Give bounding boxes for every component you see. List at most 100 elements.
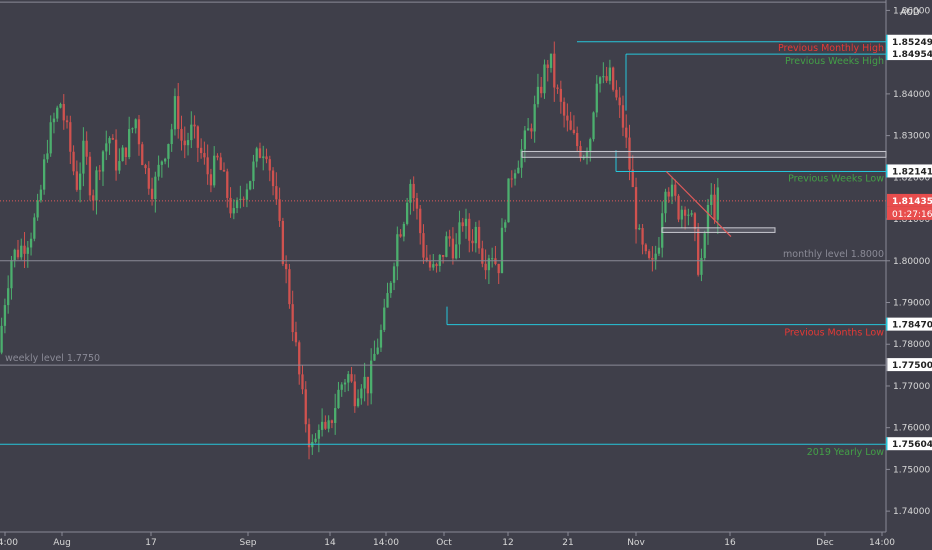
candle-body (108, 138, 111, 144)
x-tick-label: Sep (240, 538, 257, 548)
previous-monthly-high-price-badge[interactable] (887, 34, 932, 48)
candle-body (556, 87, 559, 89)
y-tick-label: 1.81000 (893, 215, 930, 225)
candle-body (520, 149, 523, 168)
price-axis-background[interactable] (886, 0, 932, 550)
candle-body (576, 133, 579, 147)
weekly-level-annotation: weekly level 1.7750 (5, 353, 100, 364)
candle-body (566, 115, 569, 121)
previous-weeks-high-price-badge[interactable] (887, 47, 932, 61)
x-tick-label: Dec (816, 538, 833, 548)
previous-months-low-price-label: 1.78470 (892, 321, 932, 331)
countdown-badge (887, 206, 932, 220)
previous-months-low-price-badge[interactable] (887, 317, 932, 331)
previous-months-low-badge-edge (886, 317, 888, 331)
candle-body (10, 260, 13, 289)
plot-background (0, 0, 886, 532)
candle-body (461, 222, 464, 227)
zone-rect[interactable] (661, 227, 776, 233)
candle-body (39, 189, 43, 201)
previous-monthly-high-badge-edge (886, 34, 888, 48)
candle-body (150, 188, 154, 199)
y-tick-label: 1.84000 (893, 90, 930, 100)
weekly-level-price-label: 1.77500 (892, 361, 932, 371)
candle-body (52, 118, 56, 123)
candle-body (484, 263, 487, 271)
candle-body (196, 126, 199, 148)
yearly-low-2019-price-badge[interactable] (887, 437, 932, 451)
candle-body (23, 245, 26, 254)
previous-monthly-high-price-label: 1.85249 (892, 38, 932, 48)
candle-body (402, 223, 406, 237)
current-price-label: 1.81435 (892, 197, 932, 207)
candle-body (481, 248, 484, 264)
y-tick-label: 1.79000 (893, 299, 930, 309)
y-tick-label: 1.82000 (893, 173, 930, 183)
y-tick-label: 1.75000 (893, 465, 930, 475)
candle-body (98, 170, 101, 172)
candle-body (46, 153, 49, 160)
candle-body (160, 161, 164, 165)
candle-body (598, 77, 602, 84)
candle-body (526, 128, 530, 131)
candle-body (373, 353, 376, 361)
current-price-badge[interactable] (887, 193, 932, 207)
candle-body (491, 258, 494, 260)
yearly-low-2019-annotation: 2019 Yearly Low (807, 447, 885, 458)
candle-body (350, 374, 353, 382)
candle-body (284, 263, 288, 270)
x-tick-label: 14:00 (373, 538, 399, 548)
monthly-level-annotation: monthly level 1.8000 (783, 249, 884, 260)
candle-body (7, 288, 10, 306)
candle-body (262, 156, 265, 158)
candle-body (170, 129, 173, 145)
weekly-level-price-badge[interactable] (887, 358, 932, 372)
candle-body (602, 76, 605, 78)
zone-rect[interactable] (521, 150, 887, 158)
candle-body (199, 147, 203, 154)
candle-body (647, 251, 651, 258)
previous-weeks-low-price-badge[interactable] (887, 164, 932, 178)
candle-body (674, 184, 677, 196)
candle-body (20, 245, 23, 258)
candle-body (634, 187, 638, 230)
candle-body (268, 159, 271, 171)
candle-body (252, 161, 255, 182)
candle-body (180, 128, 183, 141)
candle-body (523, 130, 527, 150)
candle-body (347, 374, 350, 383)
candle-body (546, 64, 549, 68)
candle-body (235, 200, 239, 209)
candle-body (301, 374, 304, 390)
candle-body (157, 164, 160, 177)
candle-body (615, 89, 618, 98)
candle-body (667, 191, 670, 197)
candle-body (105, 143, 108, 152)
candle-body (340, 384, 343, 390)
trendline[interactable] (665, 171, 732, 238)
candle-body (543, 64, 546, 94)
candle-body (533, 104, 536, 132)
candle-body (618, 97, 621, 106)
candle-body (320, 421, 324, 430)
candle-body (396, 234, 399, 267)
countdown-label: 01:27:16 (892, 210, 932, 220)
candle-body (628, 137, 631, 170)
candle-body (131, 128, 134, 130)
y-tick-label: 1.74000 (893, 507, 930, 517)
candle-body (173, 96, 177, 130)
candle-body (298, 342, 301, 375)
candle-body (517, 167, 520, 174)
candle-body (625, 127, 628, 138)
x-tick-label: 12 (502, 538, 513, 548)
candle-body (422, 233, 425, 258)
candle-body (513, 173, 517, 179)
candle-body (193, 124, 196, 127)
candle-body (92, 195, 95, 201)
candle-body (118, 161, 121, 171)
candle-body (713, 194, 716, 220)
candle-body (487, 258, 491, 271)
candle-body (585, 151, 589, 158)
candle-body (85, 140, 88, 157)
